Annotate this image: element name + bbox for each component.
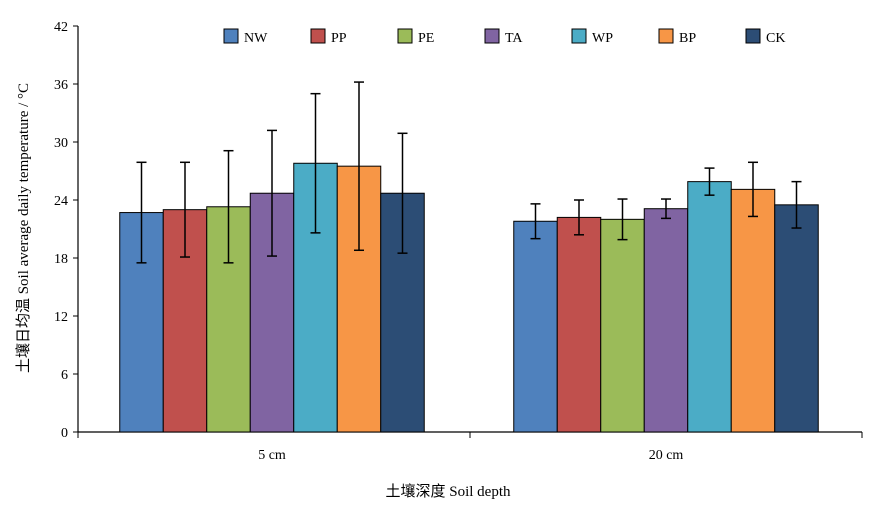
bar-bp-2 xyxy=(730,188,776,433)
legend-swatch xyxy=(745,28,761,44)
legend-label: PP xyxy=(331,31,347,46)
y-tick-label: 42 xyxy=(54,20,68,35)
legend-swatch xyxy=(397,28,413,44)
legend-item-pp: PP xyxy=(310,28,347,46)
legend: NW PP PE TA WP BP CK xyxy=(223,28,785,46)
error-bar-pe-1 xyxy=(223,149,234,264)
error-bar-ta-1 xyxy=(267,129,277,257)
error-bars xyxy=(136,81,802,264)
x-axis-title: 土壤深度 Soil depth xyxy=(385,482,511,500)
error-bar-wp-1 xyxy=(310,92,321,234)
legend-label: BP xyxy=(679,31,696,46)
y-axis-title: 土壤日均温 Soil average daily temperature / °… xyxy=(14,83,32,373)
legend-label: PE xyxy=(418,31,434,46)
bar-ck-2 xyxy=(774,204,819,433)
legend-item-ck: CK xyxy=(745,28,785,46)
bar-nw-2 xyxy=(513,220,558,433)
legend-item-bp: BP xyxy=(658,28,696,46)
legend-swatch xyxy=(310,28,326,44)
y-tick-label: 0 xyxy=(61,426,68,441)
legend-label: WP xyxy=(592,31,613,46)
y-tick-label: 36 xyxy=(54,78,68,93)
legend-item-nw: NW xyxy=(223,28,268,46)
y-tick-label: 12 xyxy=(54,310,68,325)
legend-swatch xyxy=(484,28,500,44)
error-bar-wp-2 xyxy=(704,167,715,196)
error-bar-nw-1 xyxy=(136,161,147,264)
legend-item-ta: TA xyxy=(484,28,523,46)
error-bar-bp-1 xyxy=(354,81,364,252)
bar-pe-2 xyxy=(600,218,645,433)
error-bar-ck-2 xyxy=(791,180,802,229)
error-bar-bp-2 xyxy=(748,161,758,218)
bar-pp-2 xyxy=(556,216,602,433)
y-tick-label: 24 xyxy=(54,194,68,209)
bar-ta-2 xyxy=(643,208,689,433)
legend-label: NW xyxy=(244,31,268,46)
y-tick-label: 6 xyxy=(61,368,68,383)
legend-swatch xyxy=(571,28,587,44)
y-tick-label: 18 xyxy=(54,252,68,267)
error-bar-pe-2 xyxy=(617,198,628,241)
error-bar-pp-1 xyxy=(180,161,190,258)
x-tick-label: 5 cm xyxy=(258,448,286,463)
error-bar-ck-1 xyxy=(397,132,408,254)
legend-item-wp: WP xyxy=(571,28,613,46)
error-bar-pp-2 xyxy=(574,199,584,236)
legend-label: CK xyxy=(766,31,785,46)
legend-swatch xyxy=(223,28,239,44)
error-bar-ta-2 xyxy=(661,198,671,220)
error-bar-nw-2 xyxy=(530,203,541,240)
x-tick-label: 20 cm xyxy=(649,448,684,463)
legend-swatch xyxy=(658,28,674,44)
legend-label: TA xyxy=(505,31,523,46)
legend-item-pe: PE xyxy=(397,28,434,46)
bars xyxy=(119,162,819,433)
y-tick-label: 30 xyxy=(54,136,68,151)
bar-wp-2 xyxy=(687,181,732,433)
